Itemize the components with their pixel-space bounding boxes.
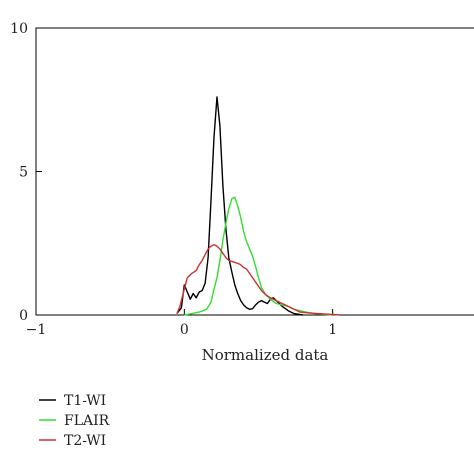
legend: T1-WI FLAIR T2-WI — [39, 393, 110, 449]
y-axis-ticks: 0 5 10 — [10, 21, 42, 324]
x-tick-label: −1 — [26, 322, 47, 338]
legend-label: T2-WI — [64, 433, 106, 449]
legend-label: T1-WI — [64, 393, 106, 409]
x-axis-label: Normalized data — [202, 346, 329, 364]
series-lines — [176, 96, 341, 316]
legend-label: FLAIR — [64, 413, 110, 429]
y-tick-label: 10 — [10, 21, 28, 37]
series-line-t2-wi — [176, 244, 341, 316]
y-tick-label: 5 — [19, 165, 28, 181]
x-tick-label: 0 — [180, 322, 189, 338]
x-axis-ticks: −1 0 1 — [26, 309, 337, 338]
series-line-t1-wi — [176, 96, 304, 316]
y-tick-label: 0 — [19, 308, 28, 324]
plot-frame — [35, 27, 474, 316]
series-line-flair — [184, 196, 333, 316]
x-tick-label: 1 — [328, 322, 337, 338]
